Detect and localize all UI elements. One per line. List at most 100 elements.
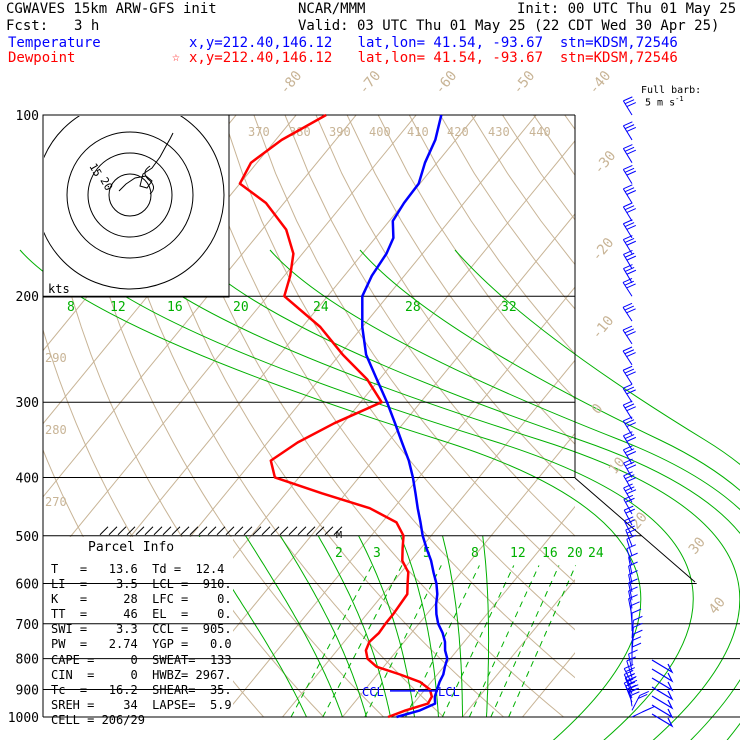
mixing-ratio-line [468, 565, 540, 718]
wind-barb [623, 487, 633, 503]
theta-label: 430 [488, 125, 510, 139]
hatch-mark [297, 526, 307, 536]
wind-barb [622, 188, 633, 204]
wind-barb [623, 462, 633, 478]
isotherm-line [0, 102, 7, 730]
wind-barb [623, 509, 633, 526]
wind-barb [622, 169, 633, 184]
mixing-ratio-label: 20 [567, 546, 583, 561]
dry-adiabat-line [284, 115, 575, 537]
wind-barb-flag [624, 448, 635, 454]
hodograph-ring [87, 152, 173, 238]
moist-adiabat-lines [198, 535, 490, 717]
wind-barb-flag [633, 622, 643, 628]
mixing-ratio-label: 8 [471, 546, 479, 561]
isotherm-line [341, 432, 575, 717]
wind-barb-flag [627, 684, 637, 690]
temperature-legend: Temperature [8, 35, 101, 51]
hodograph-ring-label: 15 [86, 161, 104, 179]
theta-label: 290 [45, 351, 67, 365]
moist-adiabat-line [279, 535, 367, 717]
wind-barb-flag [626, 224, 637, 230]
dry-adiabat-line [533, 115, 575, 176]
wind-barb [622, 148, 633, 163]
mixing-ratio-label: 3 [373, 546, 381, 561]
dry-adiabat-line [66, 115, 385, 717]
dry-adiabat-line [596, 115, 740, 730]
isobar-lines [43, 114, 740, 718]
wind-barb-flag [625, 673, 635, 678]
wind-barb-flag [623, 249, 633, 255]
isotherm-line [401, 505, 575, 717]
wind-barb-flag [626, 208, 637, 213]
wind-barb-flag [626, 308, 636, 314]
profiles: CCL LCL M [238, 113, 460, 719]
mixing-ratio-curve [189, 249, 740, 740]
hatch-mark [279, 526, 289, 536]
dry-adiabat-lines [43, 115, 740, 730]
wind-barb-flag [631, 636, 642, 642]
mixing-ratio-line [290, 565, 373, 718]
wind-barb-flag [623, 483, 633, 489]
wind-barb [622, 404, 633, 420]
pressure-tick-label: 700 [16, 618, 39, 633]
hodograph-kts-label: kts [48, 282, 70, 296]
wind-barb-flag [626, 269, 637, 275]
wind-barb-flag [625, 667, 635, 673]
wind-barb-flag [623, 164, 633, 170]
mixing-ratio-label: 8 [67, 300, 75, 315]
parcel-marker-label: M [336, 530, 342, 541]
wind-barb-flag [624, 403, 635, 409]
pressure-tick-label: 200 [16, 290, 39, 305]
hatch-mark [189, 526, 199, 536]
wind-barb-flag [622, 325, 633, 331]
hatch-row [99, 526, 343, 536]
mixing-ratio-lines [19, 249, 740, 740]
moist-adiabat-line [442, 535, 463, 717]
hatch-mark [99, 526, 109, 536]
hatch-mark [225, 526, 235, 536]
wind-barb-flag [630, 601, 640, 607]
isotherm-label: -80 [277, 68, 306, 98]
wind-barb-flag [624, 146, 635, 152]
wind-barb-flag [623, 202, 633, 208]
hatch-mark [306, 526, 316, 536]
wind-barb [628, 574, 633, 593]
wind-barb-flag [626, 352, 636, 357]
dry-adiabat-line [129, 115, 505, 717]
barb-unit: 5 m s-1 [645, 95, 684, 109]
wind-barb [622, 239, 633, 255]
wind-barb-flag [625, 525, 635, 531]
temperature-location: x,y=212.40,146.12 lat,lon= 41.54, -93.67… [189, 35, 678, 51]
wind-barb [631, 627, 634, 646]
wind-barb-flag [626, 102, 637, 107]
parcel-info-row: Tc = 16.2 SHEAR= 35. [51, 682, 232, 697]
isotherm-label: 30 [686, 534, 709, 557]
wind-barb-flag [638, 693, 648, 699]
hatch-mark [153, 526, 163, 536]
hatch-mark [252, 526, 262, 536]
wind-barb [622, 388, 633, 403]
wind-barb-flag [626, 255, 637, 261]
wind-barb-flag [626, 528, 637, 534]
dry-adiabat-line [160, 115, 565, 717]
hatch-mark [324, 526, 334, 536]
wind-barb [622, 100, 633, 116]
wind-barb [623, 254, 633, 269]
isotherm-line [461, 579, 575, 717]
wind-barb [622, 206, 633, 222]
wind-barb [628, 557, 633, 575]
wind-barb [628, 582, 633, 601]
hatch-mark [288, 526, 298, 536]
dry-adiabat-line [377, 115, 575, 400]
wind-barb-flag [626, 126, 637, 132]
isotherm-label: -60 [432, 68, 461, 98]
mixing-ratio-label: 16 [542, 546, 558, 561]
isotherm-line [521, 652, 575, 717]
mixing-ratio-curve [19, 249, 642, 740]
wind-barb-flag [624, 222, 635, 228]
lcl-label: LCL [438, 685, 460, 699]
wind-barb [625, 529, 633, 547]
hatch-mark [171, 526, 181, 536]
